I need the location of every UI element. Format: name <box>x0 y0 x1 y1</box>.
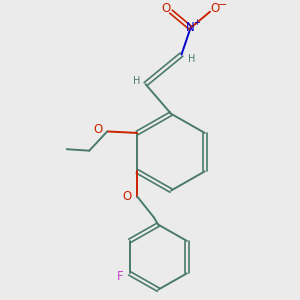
Text: H: H <box>133 76 140 86</box>
Text: −: − <box>218 0 227 10</box>
Text: F: F <box>117 270 124 283</box>
Text: H: H <box>188 54 196 64</box>
Text: N: N <box>186 22 195 34</box>
Text: +: + <box>193 18 200 27</box>
Text: O: O <box>161 2 170 15</box>
Text: O: O <box>123 190 132 203</box>
Text: O: O <box>211 2 220 15</box>
Text: O: O <box>94 123 103 136</box>
